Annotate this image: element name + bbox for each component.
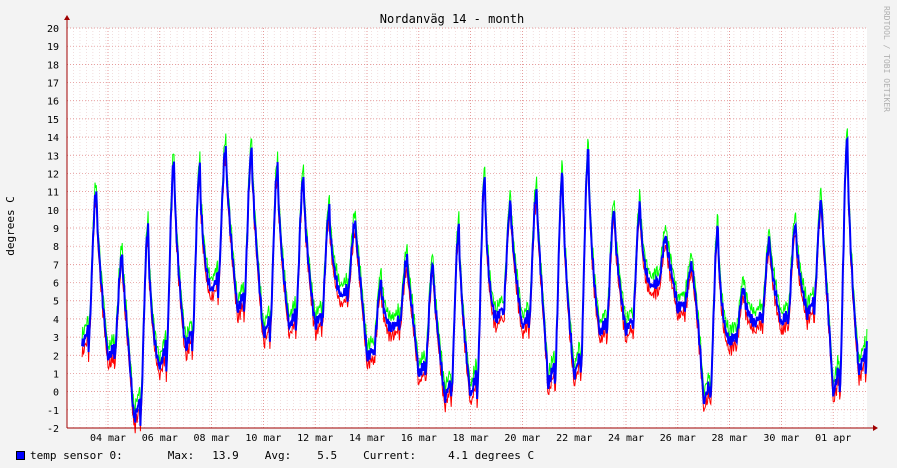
y-tick-label: 12 bbox=[47, 169, 59, 180]
x-tick-label: 24 mar bbox=[608, 433, 644, 444]
y-tick-label: 8 bbox=[53, 242, 59, 253]
x-axis-arrow bbox=[873, 425, 878, 431]
x-tick-label: 28 mar bbox=[712, 433, 748, 444]
y-tick-label: 7 bbox=[53, 260, 59, 271]
y-tick-label: 20 bbox=[47, 24, 59, 35]
y-tick-label: 13 bbox=[47, 151, 59, 162]
y-tick-label: 16 bbox=[47, 97, 59, 108]
y-tick-label: 14 bbox=[47, 133, 59, 144]
legend-avg-value: 5.5 bbox=[317, 448, 338, 462]
x-tick-label: 08 mar bbox=[194, 433, 230, 444]
rrdtool-watermark: RRDTOOL / TOBI OETIKER bbox=[882, 6, 891, 112]
y-tick-label: 19 bbox=[47, 42, 59, 53]
x-tick-label: 30 mar bbox=[763, 433, 799, 444]
y-tick-label: 18 bbox=[47, 60, 59, 71]
legend-series-name: temp sensor 0: bbox=[30, 448, 123, 462]
legend-current-label: Current: bbox=[363, 448, 417, 462]
axis-layer bbox=[64, 15, 878, 431]
y-tick-label: 0 bbox=[53, 388, 59, 399]
y-tick-label: -2 bbox=[47, 424, 59, 435]
x-tick-label: 22 mar bbox=[556, 433, 592, 444]
x-tick-label: 04 mar bbox=[90, 433, 126, 444]
x-tick-label: 06 mar bbox=[142, 433, 178, 444]
legend: temp sensor 0: Max: 13.9 Avg: 5.5 Curren… bbox=[16, 446, 534, 464]
legend-max-value: 13.9 bbox=[212, 448, 239, 462]
avg-series-line bbox=[81, 135, 868, 426]
y-axis-arrow bbox=[64, 15, 70, 20]
y-tick-label: 10 bbox=[47, 206, 59, 217]
min-series-line bbox=[81, 144, 868, 434]
y-tick-label: -1 bbox=[47, 406, 59, 417]
y-tick-label: 15 bbox=[47, 115, 59, 126]
y-tick-label: 17 bbox=[47, 79, 59, 90]
max-series-line bbox=[81, 128, 868, 417]
x-tick-label: 01 apr bbox=[815, 433, 851, 444]
x-tick-label: 20 mar bbox=[504, 433, 540, 444]
y-tick-label: 4 bbox=[53, 315, 59, 326]
y-tick-label: 5 bbox=[53, 297, 59, 308]
chart-title: Nordanväg 14 - month bbox=[380, 12, 525, 26]
legend-swatch bbox=[16, 450, 25, 460]
legend-avg-label: Avg: bbox=[264, 448, 292, 462]
x-tick-label: 14 mar bbox=[349, 433, 385, 444]
x-tick-label: 16 mar bbox=[401, 433, 437, 444]
y-tick-label: 1 bbox=[53, 369, 59, 380]
y-tick-label: 11 bbox=[47, 188, 59, 199]
y-tick-label: 9 bbox=[53, 224, 59, 235]
x-tick-label: 12 mar bbox=[297, 433, 333, 444]
series-layer bbox=[81, 128, 868, 434]
y-tick-label: 2 bbox=[53, 351, 59, 362]
y-axis-label: degrees C bbox=[4, 196, 17, 256]
legend-current-value: 4.1 degrees C bbox=[448, 448, 535, 462]
y-tick-label: 6 bbox=[53, 279, 59, 290]
x-tick-label: 10 mar bbox=[245, 433, 281, 444]
legend-max-label: Max: bbox=[167, 448, 195, 462]
x-tick-label: 18 mar bbox=[453, 433, 489, 444]
y-tick-label: 3 bbox=[53, 333, 59, 344]
x-tick-label: 26 mar bbox=[660, 433, 696, 444]
